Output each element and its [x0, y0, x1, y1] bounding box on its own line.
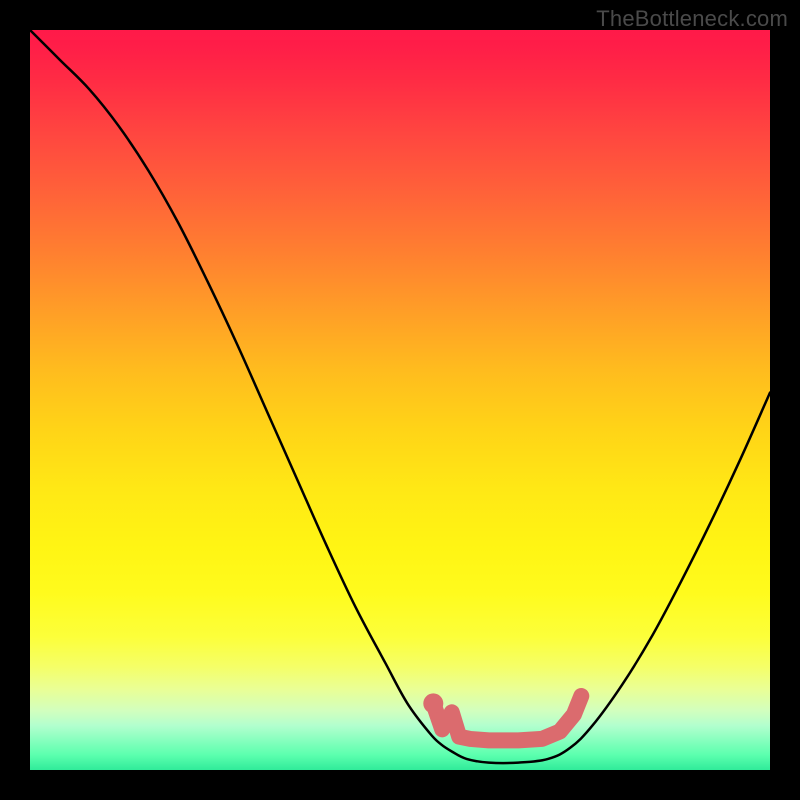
optimal-range-start-marker [423, 693, 443, 713]
watermark-text: TheBottleneck.com [596, 6, 788, 32]
chart-curves-layer [30, 30, 770, 770]
chart-plot-area [30, 30, 770, 770]
optimal-range-highlight [433, 696, 581, 740]
bottleneck-curve [30, 30, 770, 763]
